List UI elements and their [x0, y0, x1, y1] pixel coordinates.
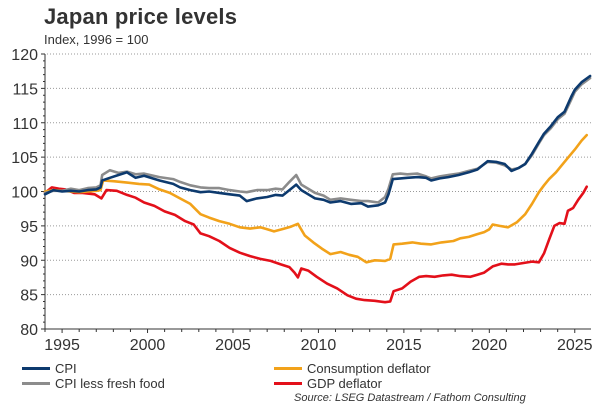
legend-swatch-cpi	[22, 367, 50, 370]
legend-label-consumption-deflator: Consumption deflator	[307, 361, 431, 376]
y-tick-label: 110	[12, 116, 38, 133]
y-tick-label: 80	[20, 322, 38, 339]
legend-item-cpi: CPI	[22, 361, 77, 376]
y-tick-label: 105	[11, 150, 38, 167]
series-line-consumption-deflator	[43, 133, 588, 264]
legend-swatch-consumption-deflator	[274, 367, 302, 370]
x-tick-label: 2015	[386, 337, 422, 354]
legend-swatch-cpi-less-fresh-food	[22, 382, 50, 385]
y-tick-label: 85	[20, 288, 38, 305]
legend-item-gdp-deflator: GDP deflator	[274, 376, 382, 391]
series-line-cpi	[43, 74, 592, 208]
legend-label-cpi-less-fresh-food: CPI less fresh food	[55, 376, 165, 391]
x-axis: 1995 2000 2005 2010 2015 2020 2025	[44, 328, 593, 354]
x-tick-label: 2000	[130, 337, 166, 354]
y-tick-label: 100	[11, 185, 38, 202]
legend-item-cpi-less-fresh-food: CPI less fresh food	[22, 376, 165, 391]
chart-subtitle: Index, 1996 = 100	[44, 32, 149, 47]
x-tick-label: 1995	[44, 337, 80, 354]
y-tick-label: 90	[20, 253, 38, 270]
y-tick-label: 120	[11, 47, 38, 64]
x-tick-label: 2025	[557, 337, 593, 354]
x-tick-label: 2020	[472, 337, 508, 354]
y-axis: 80 85 90 95 100 105 110 115 120	[11, 47, 46, 339]
series-line-gdp-deflator	[43, 185, 588, 304]
legend-item-consumption-deflator: Consumption deflator	[274, 361, 431, 376]
series-lines	[43, 74, 592, 304]
x-tick-label: 2005	[215, 337, 251, 354]
source-note: Source: LSEG Datastream / Fathom Consult…	[294, 392, 526, 404]
y-tick-label: 115	[12, 81, 38, 98]
legend-label-gdp-deflator: GDP deflator	[307, 376, 382, 391]
legend-swatch-gdp-deflator	[274, 382, 302, 385]
legend-label-cpi: CPI	[55, 361, 77, 376]
chart-title: Japan price levels	[44, 4, 238, 29]
x-tick-label: 2010	[301, 337, 337, 354]
y-tick-label: 95	[20, 219, 38, 236]
